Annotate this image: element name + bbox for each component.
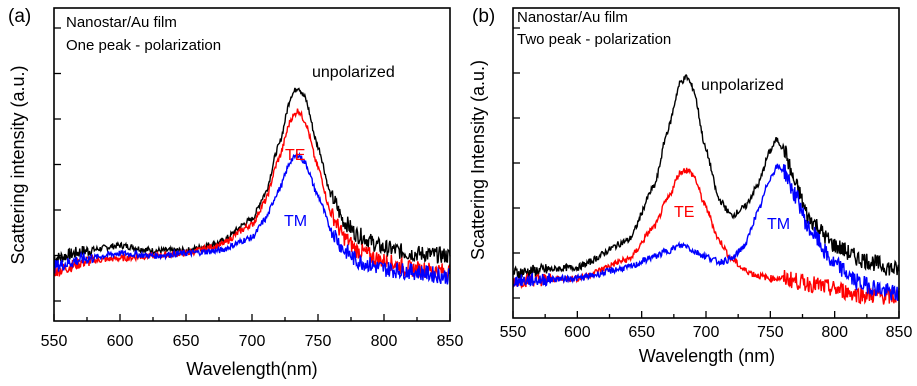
panel-b-series-label-unpolarized: unpolarized [701, 77, 784, 94]
panel-a-xlabel: Wavelength(nm) [186, 359, 317, 379]
panel-b-plot-frame [512, 7, 900, 319]
panel-a-series-label-unpolarized: unpolarized [312, 64, 395, 81]
panel-a-ylabel: Scattering intensity (a.u.) [8, 65, 28, 264]
panel-a-label: (a) [8, 6, 31, 27]
panel-b-series-label-tm: TM [767, 216, 790, 233]
panel-a-xtick-label-550: 550 [41, 333, 68, 350]
panel-b-label: (b) [472, 6, 495, 27]
panel-a-xtick-label-700: 700 [239, 333, 266, 350]
panel-a-series-line-tm [53, 151, 451, 285]
panel-a-series-line-unpolarized [53, 87, 451, 264]
panel-a-plot-frame [53, 7, 451, 322]
panel-a-note-1: Nanostar/Au film [66, 14, 177, 31]
panel-b-xtick-label-850: 850 [886, 324, 913, 341]
panel-b-series-line-unpolarized [512, 74, 900, 280]
panel-a-xtick-label-850: 850 [437, 333, 464, 350]
panel-a: (a) Nanostar/Au film One peak - polariza… [8, 6, 463, 379]
panel-a-series-line-te [53, 108, 451, 281]
panel-b-xtick-label-750: 750 [757, 324, 784, 341]
panel-a-ticks: 550 600 650 700 750 800 850 [41, 27, 464, 350]
panel-a-xtick-label-800: 800 [371, 333, 398, 350]
panel-b-note-1: Nanostar/Au film [517, 9, 628, 26]
panel-b-xtick-label-600: 600 [564, 324, 591, 341]
panel-b-note-2: Two peak - polarization [517, 31, 671, 48]
panel-b-xtick-label-650: 650 [628, 324, 655, 341]
panel-b-series-line-te [512, 167, 900, 305]
panel-b-ylabel: Scattering Intensity (a.u.) [468, 60, 488, 260]
panel-a-note-2: One peak - polarization [66, 37, 221, 54]
panel-b-series-label-te: TE [674, 204, 694, 221]
panel-a-xtick-label-750: 750 [305, 333, 332, 350]
panel-b-xtick-label-550: 550 [500, 324, 527, 341]
panel-a-xtick-label-650: 650 [173, 333, 200, 350]
panel-b-series [512, 74, 900, 305]
panel-a-xtick-label-600: 600 [107, 333, 134, 350]
panel-b: (b) Nanostar/Au film Two peak - polariza… [468, 6, 912, 366]
panel-b-series-line-tm [512, 163, 900, 301]
panel-a-series [53, 87, 451, 285]
panel-a-series-label-te: TE [285, 147, 305, 164]
panel-b-xtick-label-800: 800 [821, 324, 848, 341]
panel-b-xtick-label-700: 700 [693, 324, 720, 341]
panel-b-xlabel: Wavelength (nm) [639, 346, 775, 366]
panel-a-series-label-tm: TM [284, 213, 307, 230]
